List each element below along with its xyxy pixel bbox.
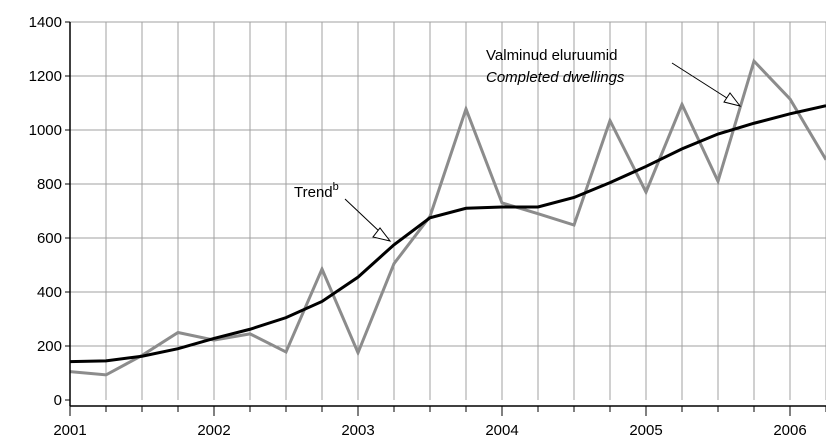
annotation-leader-completed — [671, 62, 731, 101]
annotation-label-et: Valminud eluruumid — [486, 47, 617, 64]
trend-label: Trendb — [294, 181, 339, 201]
trend-superscript: b — [333, 181, 339, 193]
annotation-label-en: Completed dwellings — [486, 69, 625, 86]
x-tick-label: 2005 — [629, 422, 662, 439]
x-tick-label: 2003 — [341, 422, 374, 439]
series-layer — [69, 58, 826, 377]
x-tick-label: 2002 — [197, 422, 230, 439]
y-tick-label: 1400 — [29, 14, 62, 31]
y-tick-label: 0 — [54, 392, 62, 409]
grid — [70, 21, 826, 400]
axes: 0 200 400 600 800 1000 1200 1400 2001 2002 2003 200… — [29, 14, 826, 439]
annotation-arrowhead-trend — [372, 227, 392, 242]
completed-dwellings-annotation: Valminud eluruumid Completed dwellings — [486, 47, 742, 107]
x-tick-label: 2001 — [53, 422, 86, 439]
y-tick-label: 600 — [37, 230, 62, 247]
x-tick-label: 2006 — [773, 422, 806, 439]
trend-label-text: Trend — [294, 184, 333, 201]
y-tick-label: 400 — [37, 284, 62, 301]
y-tick-label: 1000 — [29, 122, 62, 139]
annotation-leader-trend — [344, 198, 382, 234]
y-tick-label: 200 — [37, 338, 62, 355]
y-tick-label: 1200 — [29, 68, 62, 85]
series-line-completed-dwellings — [69, 58, 826, 377]
y-tick-label: 800 — [37, 176, 62, 193]
annotation-arrowhead-completed — [723, 92, 742, 107]
x-tick-label: 2004 — [485, 422, 518, 439]
series-line-trend — [69, 104, 826, 364]
trend-annotation: Trendb — [294, 181, 392, 242]
